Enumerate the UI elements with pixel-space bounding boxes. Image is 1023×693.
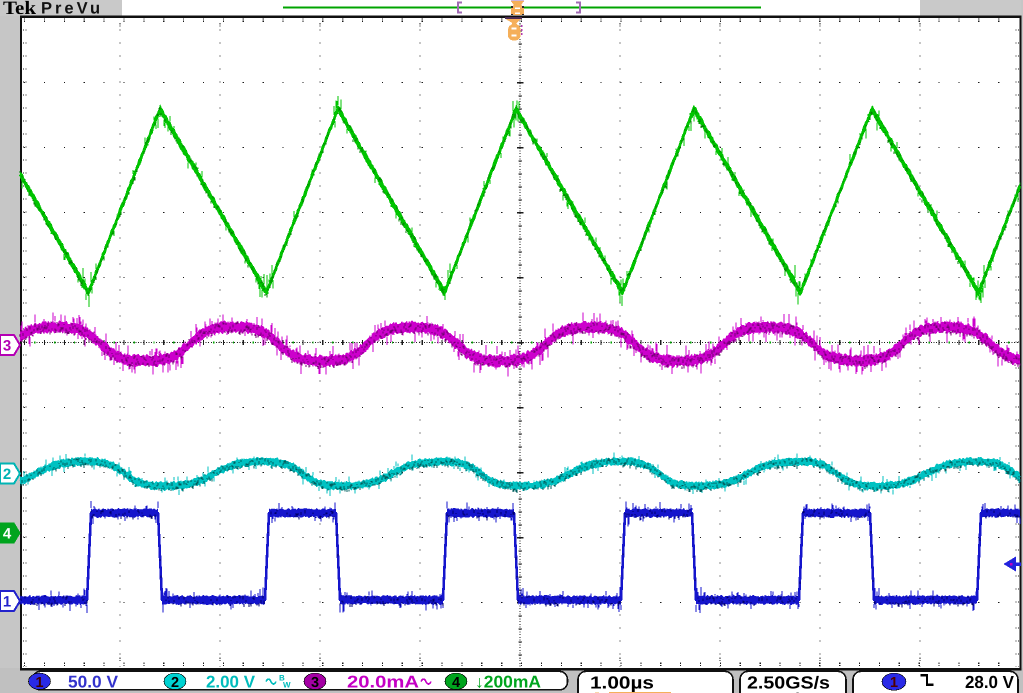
- svg-text:2.50GS/s: 2.50GS/s: [747, 673, 830, 693]
- svg-text:PreVu: PreVu: [41, 0, 103, 18]
- svg-text:1: 1: [3, 594, 11, 611]
- svg-text:Tek: Tek: [3, 0, 36, 19]
- svg-text:1.00µs: 1.00µs: [590, 673, 654, 693]
- svg-text:1: 1: [890, 675, 898, 691]
- svg-text:2: 2: [171, 675, 179, 691]
- svg-text:W: W: [283, 681, 291, 690]
- svg-text:2.00 V: 2.00 V: [206, 673, 256, 692]
- svg-text:3: 3: [311, 675, 319, 691]
- svg-text:2: 2: [3, 466, 11, 483]
- svg-text:28.0 V: 28.0 V: [965, 672, 1014, 692]
- svg-text:↓200mA: ↓200mA: [475, 673, 541, 692]
- svg-text:4: 4: [3, 526, 12, 543]
- svg-text:3: 3: [3, 338, 11, 355]
- svg-text:20.0mA: 20.0mA: [347, 673, 419, 692]
- svg-text:50.0 V: 50.0 V: [68, 673, 119, 692]
- svg-text:1: 1: [35, 675, 43, 691]
- svg-text:B: B: [279, 674, 285, 683]
- svg-text:1M points: 1M points: [747, 691, 825, 693]
- svg-text:4: 4: [452, 675, 460, 691]
